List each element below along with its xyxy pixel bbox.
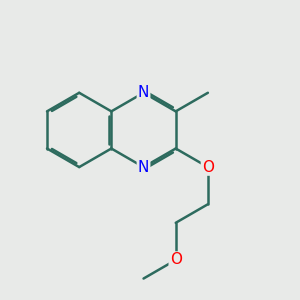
Text: O: O <box>170 253 182 268</box>
Text: N: N <box>138 85 149 100</box>
Text: N: N <box>138 160 149 175</box>
Text: O: O <box>202 160 214 175</box>
